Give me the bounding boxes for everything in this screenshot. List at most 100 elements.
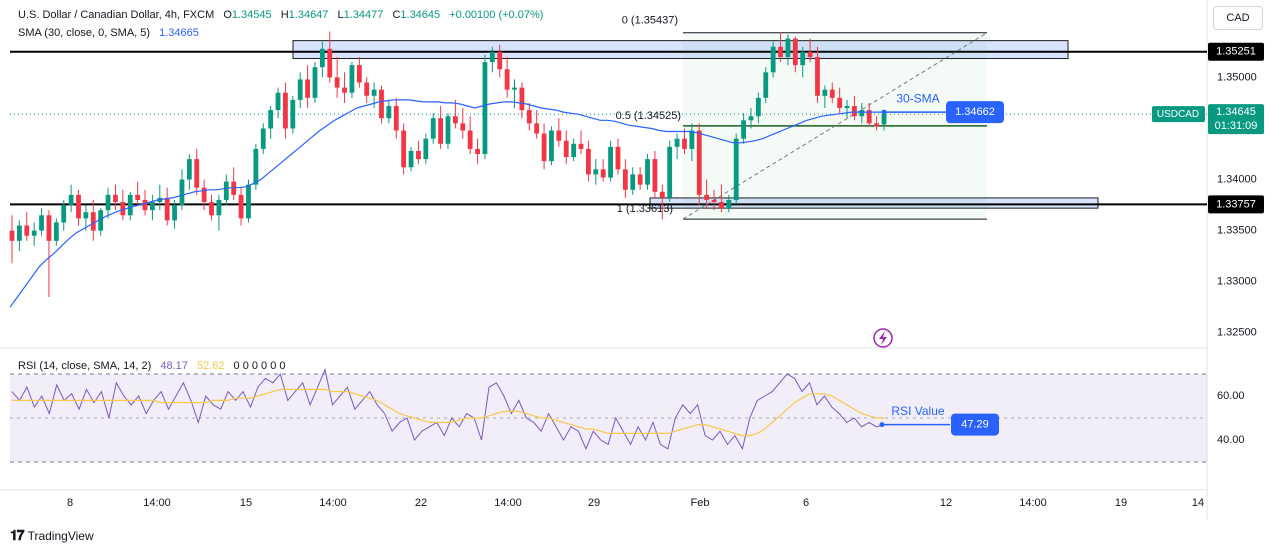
candle-body [667,146,673,198]
candle-body [674,138,680,147]
candle-body [416,150,421,160]
fib-trendline[interactable] [682,32,988,220]
ticker-badge-bg[interactable] [1152,106,1205,123]
candle-body [46,215,52,241]
candle-body [408,150,414,168]
ticker-badge: USDCAD [1157,109,1199,120]
candle-body [342,87,347,93]
resistance-price-badge: 1.35251 [1216,46,1256,58]
currency-button[interactable]: CAD [1213,6,1263,30]
candle-body [556,130,562,141]
candle-body [512,87,517,90]
candle-body [253,148,259,185]
candle-body [268,110,274,129]
price-change: +0.00100 (+0.07%) [449,9,544,21]
ohlc-low: L1.34477 [337,9,384,21]
candle-body [53,222,59,241]
candle-body [105,194,111,211]
price-zones[interactable] [292,40,1099,209]
candle-body [61,205,67,223]
fibonacci-retracement[interactable]: 0 (1.35437) 0.5 (1.34525) 1 (1.33613) [616,15,988,220]
candle-body [682,138,687,149]
candle-body [127,194,133,216]
candle-body [822,89,828,96]
time-axis-tick-10: 14:00 [1019,497,1047,509]
sma-callout-label: 30-SMA [896,91,939,105]
candle-body [164,197,170,221]
rsi-axis-tick-0: 60.00 [1217,390,1245,402]
candle-body [76,194,81,219]
fib-label-1: 1 (1.33613) [617,203,673,215]
sr-zone-1[interactable] [649,197,1099,209]
candle-body [297,79,303,100]
lightning-icon[interactable] [873,328,893,348]
support-price-badge: 1.33757 [1216,198,1256,210]
grid [0,0,1208,520]
tradingview-brand: TradingView [27,528,94,543]
last-price-badge-bg[interactable] [1208,104,1264,135]
candle-body [452,116,458,124]
candle-body [371,89,377,96]
resistance-price-badge-bg[interactable] [1208,42,1264,61]
candle-body [475,148,480,155]
sma-line [9,99,888,308]
candle-body [578,143,584,149]
sr-zone-0[interactable] [292,40,1069,60]
candle-body [615,146,621,170]
ohlc-open: O1.34545 [223,9,272,21]
candle-body [334,77,340,88]
tradingview-logo-icon: 𝟏𝟕 [10,527,25,543]
candle-body [16,225,22,241]
candle-body [689,130,695,149]
axes[interactable]: 1.350001.345001.340001.335001.330001.325… [67,42,1264,509]
time-axis-tick-4: 22 [415,497,427,509]
candle-body [238,194,244,219]
time-axis-tick-1: 14:00 [143,497,171,509]
candle-body [401,130,407,168]
candle-body [31,230,37,236]
candle-body [504,69,510,90]
rsi-legend-value: 48.17 [160,360,188,372]
tradingview-logo[interactable]: 𝟏𝟕 TradingView [10,527,94,544]
ohlc-high: H1.34647 [280,9,329,21]
rsi-callout-price: 47.29 [961,419,989,431]
candle-body [223,181,229,200]
annotations[interactable]: 30-SMA 1.34662 RSI Value 47.29 [873,91,1004,436]
time-axis-tick-11: 19 [1115,497,1127,509]
candle-body [763,72,769,98]
rsi-callout-dot [879,422,885,428]
time-axis-tick-12: 14 [1192,497,1204,509]
candle-body [120,202,126,216]
time-axis-tick-2: 15 [240,497,252,509]
candle-body [866,110,872,124]
rsi-callout-badge[interactable] [951,413,999,436]
candle-body [386,106,392,119]
candle-body [549,130,554,162]
rsi-line [11,367,885,451]
rsi-axis-tick-1: 40.00 [1217,434,1245,446]
candle-body [467,130,473,149]
fib-label-05: 0.5 (1.34525) [616,110,681,122]
candle-body [142,199,148,211]
candle-body [807,51,813,57]
support-price-badge-bg[interactable] [1208,195,1264,214]
candle-body [519,87,525,111]
time-axis-tick-6: 29 [588,497,600,509]
candle-body [526,110,532,124]
candle-body [534,123,540,134]
candle-body [586,148,591,175]
rsi-legend[interactable]: RSI (14, close, SMA, 14, 2) 48.17 52.62 … [18,360,292,372]
candle-body [770,46,776,73]
candle-body [113,194,118,203]
candle-body [172,205,177,221]
sma-callout-price: 1.34662 [955,106,995,118]
candle-body [135,194,141,200]
sma-legend[interactable]: SMA (30, close, 0, SMA, 5) 1.34665 [18,27,205,39]
candle-body [319,48,325,68]
candle-body [608,146,613,178]
price-axis-tick-5: 1.32500 [1217,327,1257,339]
sma-callout-badge[interactable] [946,101,1004,124]
candle-body [364,82,370,96]
